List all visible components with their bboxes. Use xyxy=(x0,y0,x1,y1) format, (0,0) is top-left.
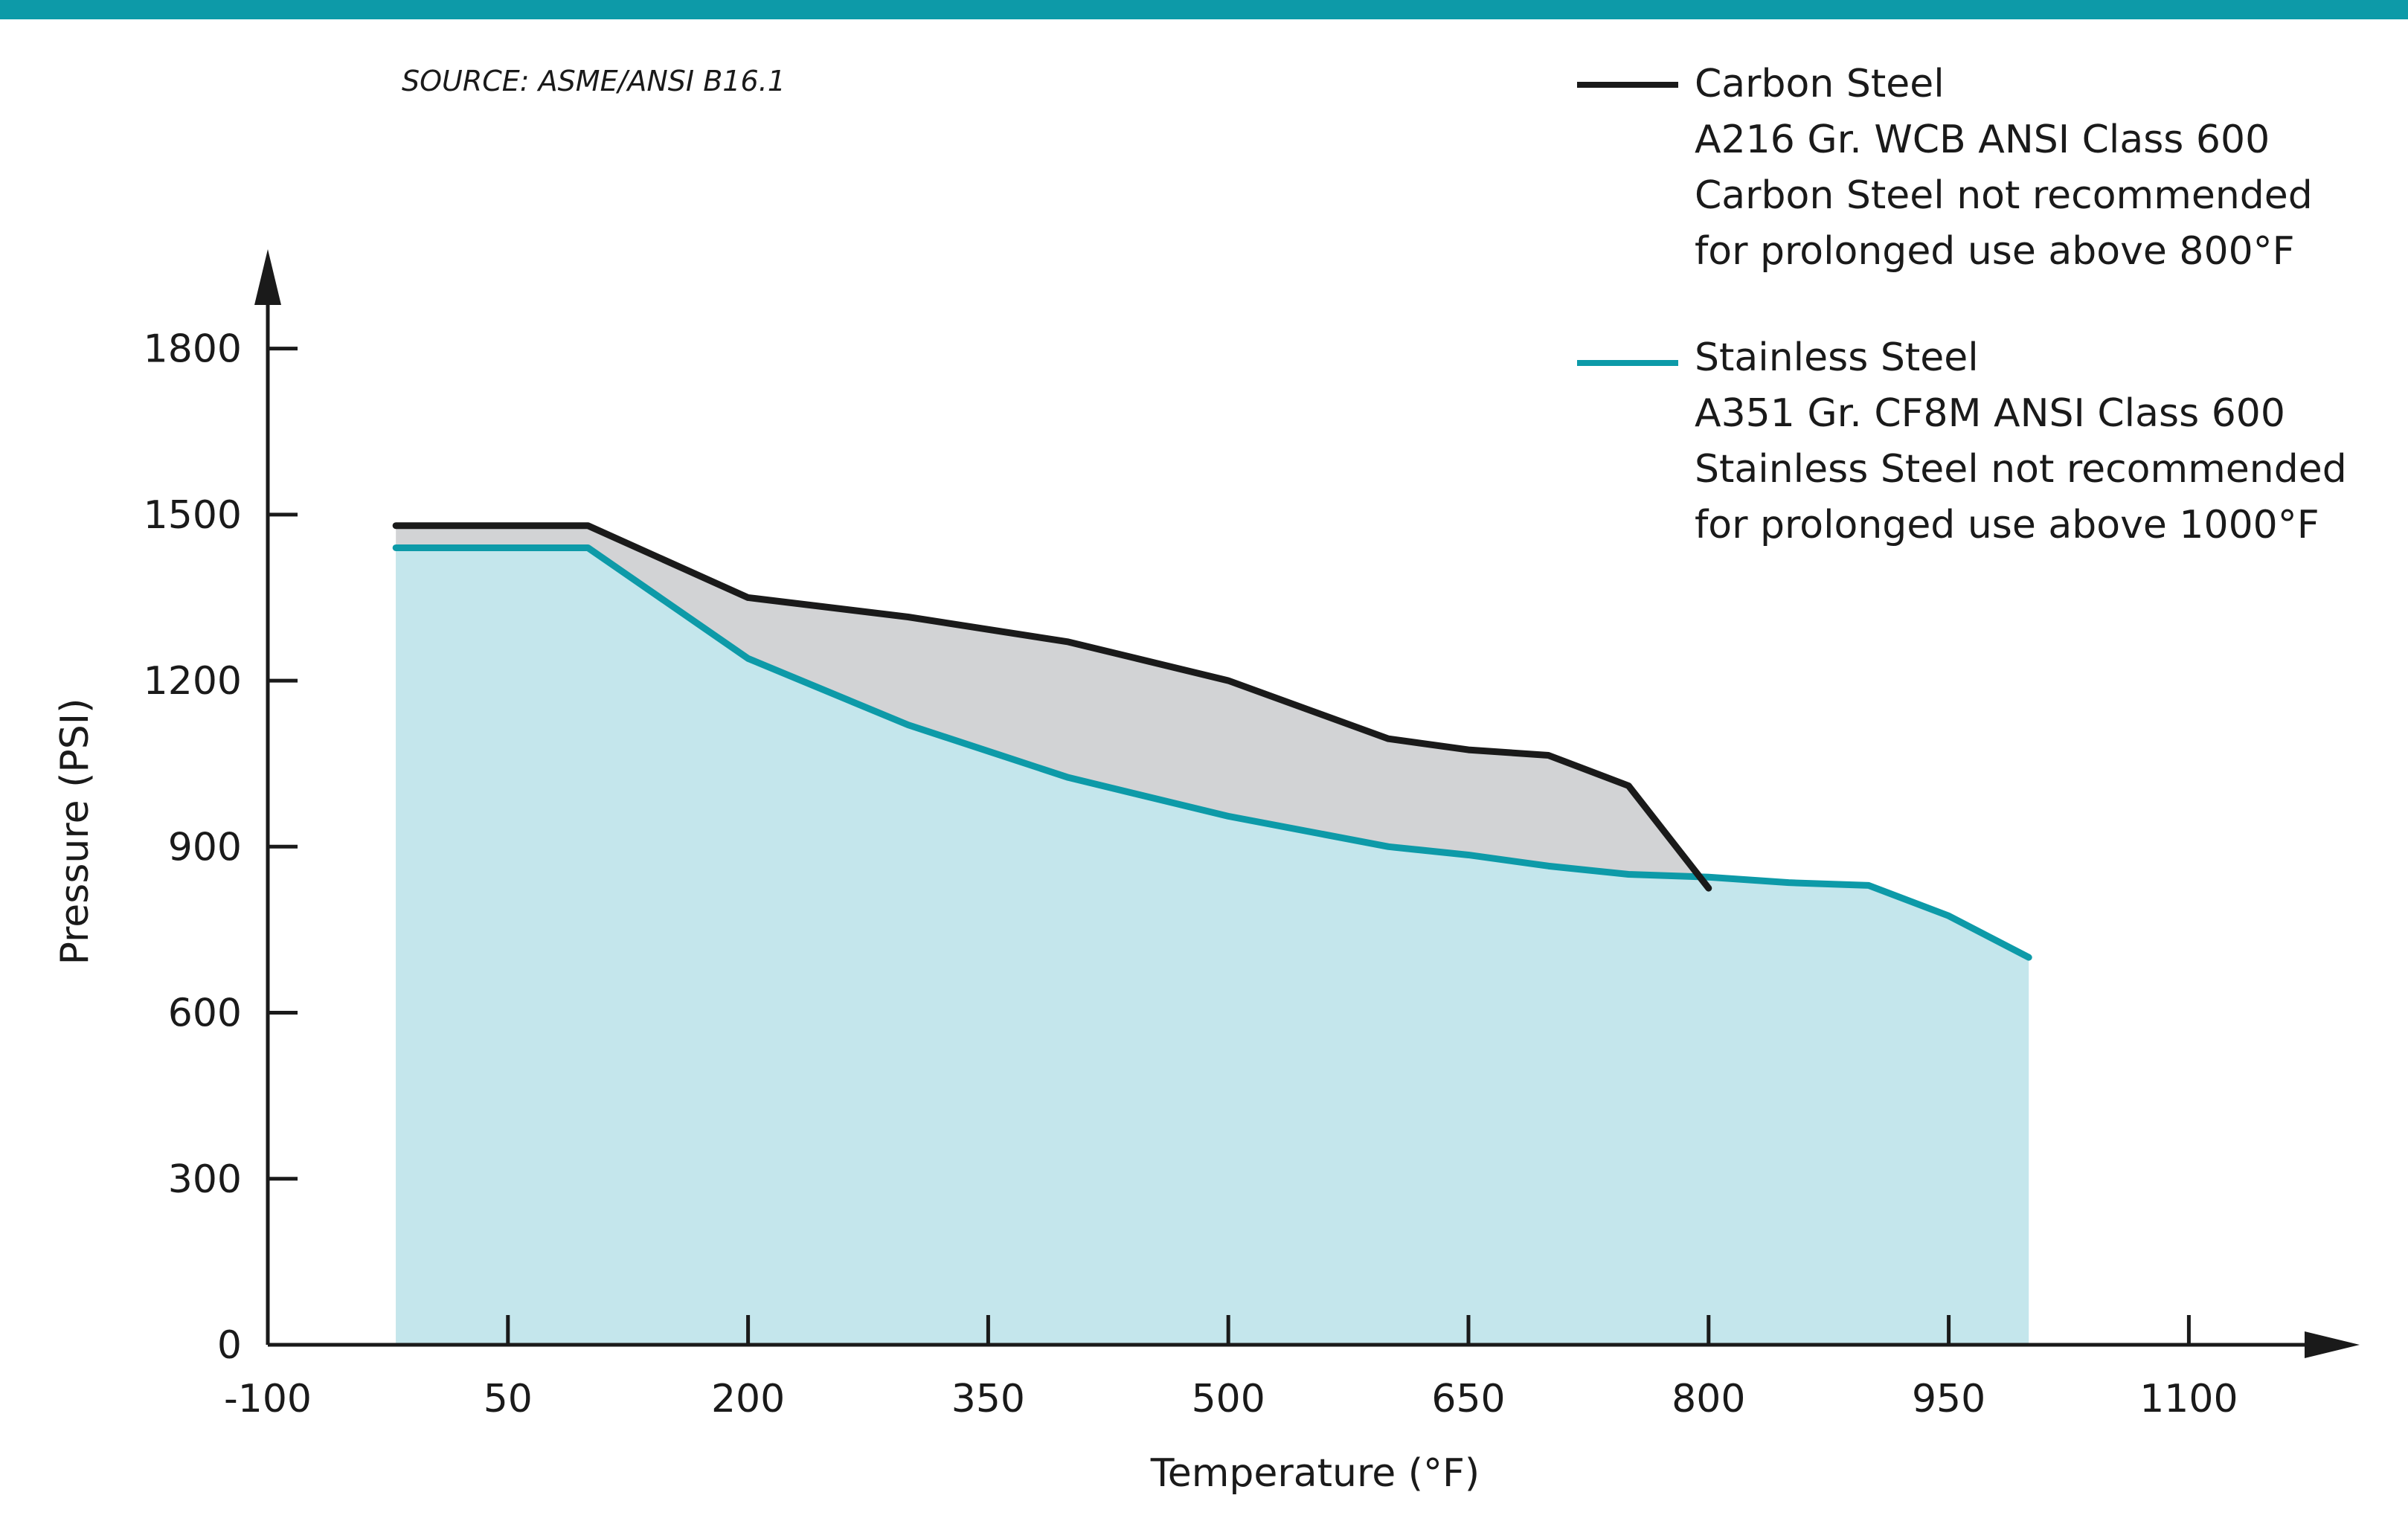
carbon-steel-line xyxy=(392,522,1712,892)
x-tick-label: 350 xyxy=(951,1377,1025,1421)
y-tick-label: 1500 xyxy=(144,493,242,538)
legend-stainless-spec: A351 Gr. CF8M ANSI Class 600 xyxy=(1695,391,2285,436)
y-axis-title: Pressure (PSI) xyxy=(53,698,97,965)
legend-carbon-title: Carbon Steel xyxy=(1695,62,1945,106)
series-lines xyxy=(392,522,2032,961)
y-axis-arrow-icon xyxy=(254,249,281,305)
x-axis-arrow-icon xyxy=(2305,1331,2360,1358)
legend: Carbon Steel A216 Gr. WCB ANSI Class 600… xyxy=(1577,62,2347,547)
y-tick-label: 600 xyxy=(168,991,242,1036)
legend-stainless-note-2: for prolonged use above 1000°F xyxy=(1695,503,2319,547)
x-tick-label: -100 xyxy=(224,1377,312,1421)
x-tick-label: 500 xyxy=(1192,1377,1265,1421)
ticks: -100 50 200 350 500 650 800 950 1100 0 300 600 900 12… xyxy=(144,327,2238,1421)
axes xyxy=(254,249,2360,1358)
x-tick-label: 950 xyxy=(1912,1377,1985,1421)
source-note: SOURCE: ASME/ANSI B16.1 xyxy=(402,65,786,97)
y-tick-label: 300 xyxy=(168,1157,242,1202)
x-tick-label: 200 xyxy=(711,1377,785,1421)
stainless-steel-area xyxy=(396,547,2029,1345)
legend-carbon-note-2: for prolonged use above 800°F xyxy=(1695,229,2295,274)
area-fills xyxy=(396,525,2029,1345)
legend-carbon-spec: A216 Gr. WCB ANSI Class 600 xyxy=(1695,118,2270,162)
x-tick-label: 1100 xyxy=(2139,1377,2238,1421)
legend-carbon-note-1: Carbon Steel not recommended xyxy=(1695,173,2313,218)
header-bar xyxy=(0,0,2408,19)
y-tick-label: 1800 xyxy=(144,327,242,372)
y-tick-label: 0 xyxy=(217,1323,242,1368)
x-tick-label: 50 xyxy=(484,1377,533,1421)
x-tick-label: 650 xyxy=(1431,1377,1505,1421)
stainless-steel-line xyxy=(392,544,2032,961)
y-tick-label: 900 xyxy=(168,825,242,870)
x-tick-label: 800 xyxy=(1672,1377,1745,1421)
legend-stainless-title: Stainless Steel xyxy=(1695,335,1979,380)
legend-stainless-note-1: Stainless Steel not recommended xyxy=(1695,447,2347,492)
y-tick-label: 1200 xyxy=(144,659,242,704)
x-axis-title: Temperature (°F) xyxy=(1150,1451,1480,1496)
